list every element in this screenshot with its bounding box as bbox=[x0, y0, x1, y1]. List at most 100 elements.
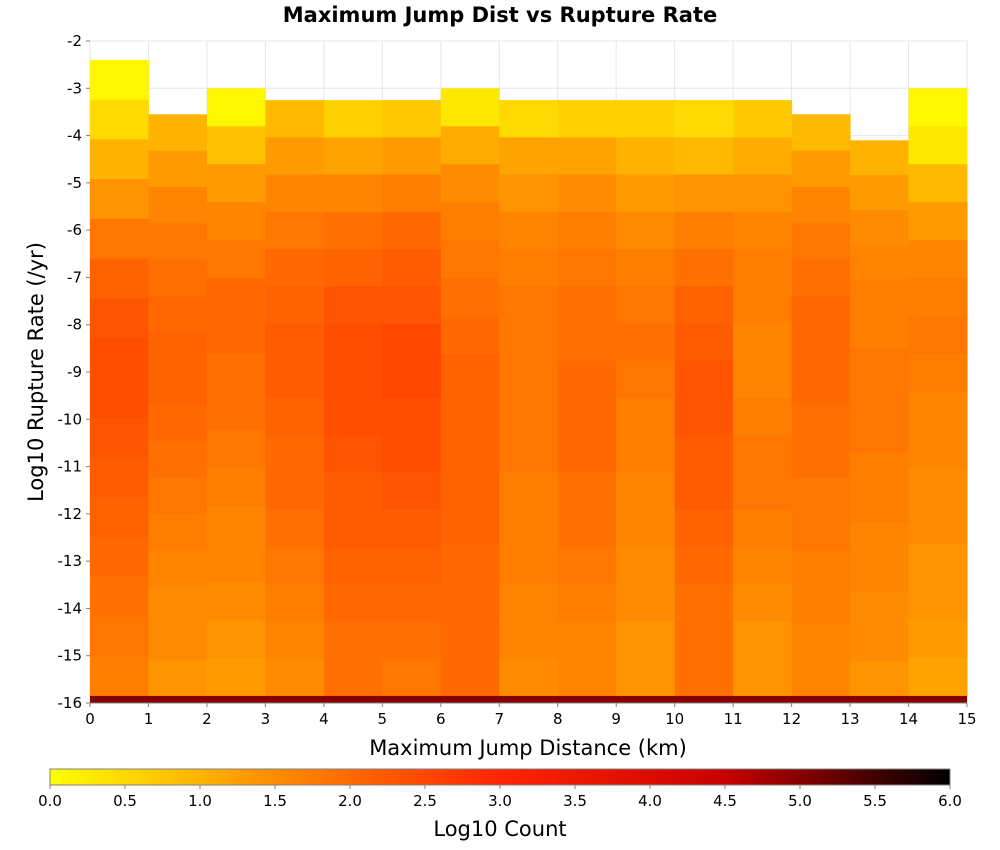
heatmap-cell bbox=[616, 584, 676, 622]
heatmap-cell bbox=[323, 137, 383, 176]
heatmap-cell bbox=[148, 405, 208, 442]
heatmap-cell bbox=[265, 360, 325, 399]
heatmap-cell bbox=[733, 323, 793, 362]
heatmap-cell bbox=[382, 658, 442, 697]
heatmap-cell bbox=[733, 174, 793, 213]
heatmap-cell bbox=[265, 584, 325, 622]
heatmap-cell bbox=[206, 544, 266, 583]
y-tick-label: -4 bbox=[67, 127, 82, 145]
heatmap-cell bbox=[206, 316, 266, 355]
x-tick-label: 10 bbox=[665, 710, 684, 728]
heatmap-cell bbox=[499, 249, 559, 287]
heatmap-cell bbox=[323, 658, 383, 697]
y-tick-label: -5 bbox=[67, 174, 82, 192]
heatmap-cell bbox=[148, 514, 208, 552]
colorbar-tick-label: 0.0 bbox=[38, 792, 62, 810]
heatmap-cell bbox=[733, 509, 793, 548]
heatmap-cell bbox=[616, 174, 676, 213]
heatmap-cell bbox=[323, 472, 383, 511]
heatmap-cell bbox=[908, 544, 968, 583]
heatmap-cell bbox=[382, 435, 442, 473]
heatmap-cell bbox=[90, 218, 149, 260]
y-tick-label: -3 bbox=[67, 79, 82, 97]
heatmap-cell bbox=[440, 544, 500, 583]
heatmap-cell bbox=[557, 360, 617, 399]
heatmap-cell bbox=[323, 286, 383, 325]
heatmap-cell bbox=[791, 332, 851, 370]
heatmap-cell bbox=[265, 286, 325, 325]
heatmap-cell bbox=[616, 137, 676, 176]
heatmap-cell bbox=[323, 360, 383, 399]
heatmap-cell bbox=[90, 377, 149, 419]
heatmap-cell bbox=[616, 211, 676, 250]
heatmap-cell bbox=[850, 452, 910, 489]
heatmap-cell bbox=[148, 186, 208, 224]
colorbar-tick-label: 4.5 bbox=[713, 792, 737, 810]
colorbar-tick-label: 0.5 bbox=[113, 792, 137, 810]
heatmap-cell bbox=[206, 278, 266, 317]
heatmap-cell bbox=[674, 398, 734, 436]
heatmap-cell bbox=[206, 202, 266, 241]
y-axis-label: Log10 Rupture Rate (/yr) bbox=[24, 242, 48, 502]
y-tick-label: -15 bbox=[58, 647, 83, 665]
heatmap-cell bbox=[616, 509, 676, 548]
heatmap-cell bbox=[908, 354, 968, 393]
heatmap-cell bbox=[323, 249, 383, 287]
heatmap-cell bbox=[90, 139, 149, 180]
heatmap-cell bbox=[265, 137, 325, 176]
heatmap-cell bbox=[382, 286, 442, 325]
heatmap-cell bbox=[791, 405, 851, 442]
heatmap-cell bbox=[733, 286, 793, 325]
x-tick-label: 15 bbox=[957, 710, 976, 728]
heatmap-cell bbox=[908, 278, 968, 317]
heatmap-cell bbox=[382, 472, 442, 511]
heatmap-cell bbox=[791, 441, 851, 479]
heatmap-cell bbox=[616, 249, 676, 287]
x-tick-label: 11 bbox=[724, 710, 743, 728]
heatmap-cell bbox=[791, 623, 851, 661]
heatmap-cell bbox=[440, 202, 500, 241]
heatmap-cell bbox=[850, 557, 910, 593]
heatmap-cell bbox=[850, 626, 910, 662]
heatmap-cell bbox=[148, 296, 208, 333]
heatmap-cell bbox=[148, 659, 208, 697]
heatmap-cell bbox=[908, 126, 968, 165]
heatmap-cell bbox=[323, 211, 383, 250]
heatmap-cell bbox=[206, 164, 266, 203]
heatmap-cell bbox=[557, 472, 617, 511]
heatmap-cell bbox=[908, 657, 968, 697]
heatmap-cell bbox=[850, 175, 910, 211]
heatmap-cell bbox=[265, 174, 325, 213]
heatmap-cell bbox=[265, 398, 325, 436]
colorbar-tick-label: 4.0 bbox=[638, 792, 662, 810]
heatmap-cell bbox=[90, 457, 149, 498]
heatmap-cell bbox=[733, 584, 793, 622]
heatmap-cell bbox=[265, 621, 325, 660]
heatmap-cell bbox=[148, 259, 208, 297]
x-tick-label: 9 bbox=[611, 710, 621, 728]
heatmap-cell bbox=[733, 211, 793, 250]
y-tick-label: -2 bbox=[67, 32, 82, 50]
heatmap-cell bbox=[616, 286, 676, 325]
heatmap-cell bbox=[440, 506, 500, 545]
heatmap-cell bbox=[499, 584, 559, 622]
heatmap-cell bbox=[206, 392, 266, 431]
heatmap-cell bbox=[206, 88, 266, 127]
heatmap-cell bbox=[557, 621, 617, 660]
heatmap-cell bbox=[733, 658, 793, 697]
heatmap-cell bbox=[323, 174, 383, 213]
heatmap-cell bbox=[908, 619, 968, 659]
heatmap-cell bbox=[499, 398, 559, 436]
heatmap-cell bbox=[499, 658, 559, 697]
colorbar-tick-label: 6.0 bbox=[938, 792, 962, 810]
heatmap-cell bbox=[499, 360, 559, 399]
heatmap-cell bbox=[440, 88, 500, 127]
heatmap-cells bbox=[90, 59, 968, 703]
heatmap-cell bbox=[557, 398, 617, 436]
heatmap-cell bbox=[382, 584, 442, 622]
colorbar-tick-label: 2.0 bbox=[338, 792, 362, 810]
heatmap-cell bbox=[148, 623, 208, 661]
heatmap-cell bbox=[206, 468, 266, 507]
heatmap-cell bbox=[674, 286, 734, 325]
